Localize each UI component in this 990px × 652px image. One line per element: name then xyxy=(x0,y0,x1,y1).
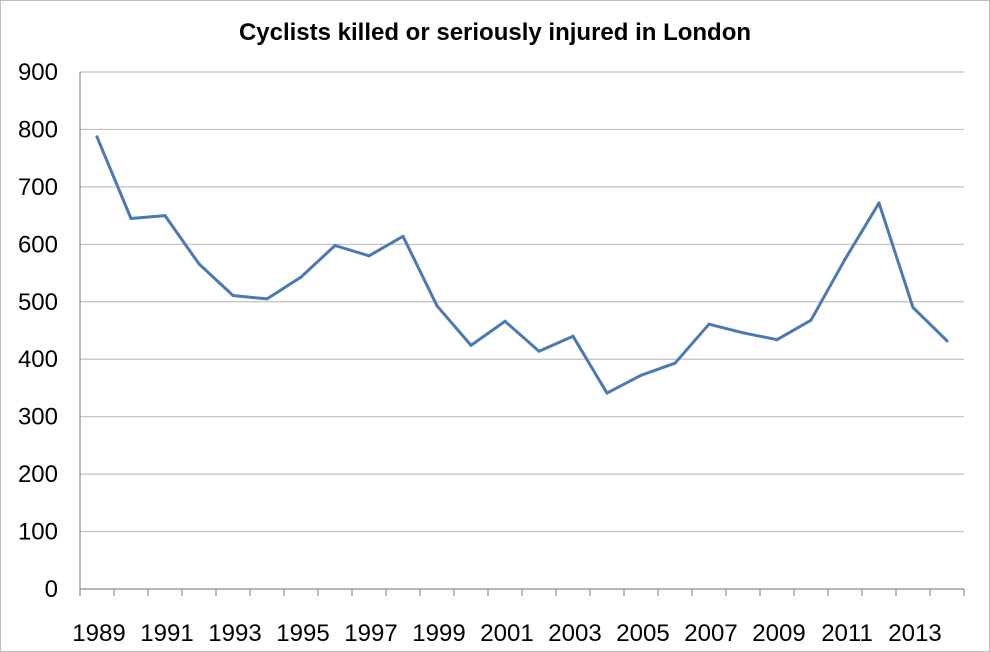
x-tick-label: 1999 xyxy=(412,620,465,647)
data-point xyxy=(741,331,745,335)
x-tick-label: 1995 xyxy=(276,620,329,647)
x-tick-label: 2003 xyxy=(548,620,601,647)
x-tick-label: 2009 xyxy=(752,620,805,647)
data-point xyxy=(197,262,201,266)
x-tick-label: 1993 xyxy=(208,620,261,647)
series-group xyxy=(95,135,949,395)
data-point xyxy=(163,214,167,218)
data-point xyxy=(843,257,847,261)
y-tick-label: 300 xyxy=(18,404,58,431)
gridlines xyxy=(80,71,964,533)
data-point xyxy=(809,318,813,322)
data-point xyxy=(775,338,779,342)
data-point xyxy=(367,254,371,258)
data-point xyxy=(911,306,915,310)
y-tick-label: 700 xyxy=(18,174,58,201)
y-tick-label: 500 xyxy=(18,289,58,316)
data-point xyxy=(469,343,473,347)
data-point xyxy=(537,349,541,353)
data-point xyxy=(605,391,609,395)
data-point xyxy=(639,373,643,377)
y-tick-labels: 0 100 200 300 400 500 600 700 800 900 xyxy=(18,59,58,603)
x-tick-label: 2011 xyxy=(821,620,873,647)
axes xyxy=(79,72,965,596)
x-tick-label: 2007 xyxy=(684,620,737,647)
y-tick-label: 100 xyxy=(18,519,58,546)
data-point xyxy=(877,201,881,205)
data-point xyxy=(333,243,337,247)
x-tick-label: 2005 xyxy=(616,620,669,647)
x-tick-label: 1989 xyxy=(72,620,125,647)
data-point xyxy=(231,293,235,297)
x-tick-label: 2001 xyxy=(480,620,533,647)
chart-title: Cyclists killed or seriously injured in … xyxy=(239,19,751,46)
data-point xyxy=(503,319,507,323)
x-tick-label: 2013 xyxy=(888,620,941,647)
x-tick-labels: 1989 1991 1993 1995 1997 1999 2001 2003 2005 2007… xyxy=(72,620,941,647)
y-tick-label: 600 xyxy=(18,231,58,258)
data-point xyxy=(707,322,711,326)
data-point xyxy=(265,297,269,301)
y-tick-label: 400 xyxy=(18,346,58,373)
data-point xyxy=(95,135,99,139)
data-point xyxy=(571,334,575,338)
y-tick-label: 200 xyxy=(18,461,58,488)
data-point xyxy=(945,339,949,343)
data-point xyxy=(401,234,405,238)
x-tick-label: 1997 xyxy=(344,620,397,647)
series-line-0 xyxy=(95,135,949,395)
data-point xyxy=(673,361,677,365)
data-point xyxy=(129,216,133,220)
y-tick-label: 900 xyxy=(18,59,58,86)
data-point xyxy=(435,304,439,308)
x-tick-label: 1991 xyxy=(140,620,193,647)
y-tick-label: 0 xyxy=(45,576,58,603)
y-tick-label: 800 xyxy=(18,116,58,143)
data-point xyxy=(299,275,303,279)
